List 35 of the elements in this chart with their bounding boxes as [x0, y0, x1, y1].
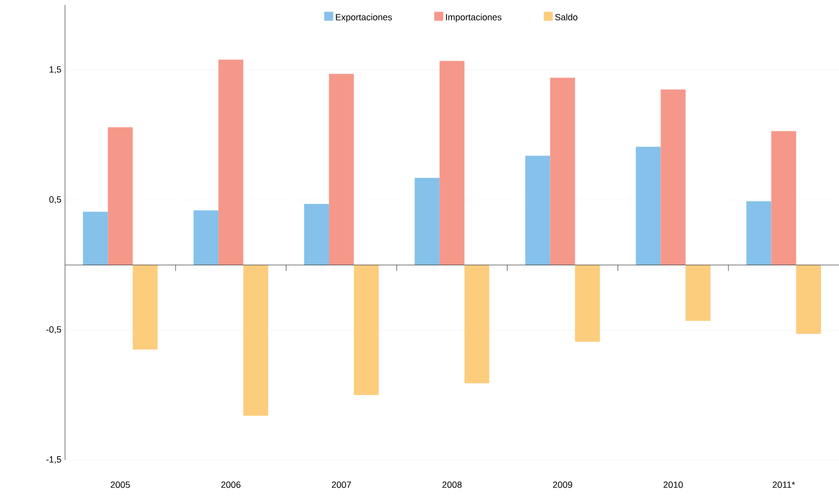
y-tick-label: 0,5: [49, 196, 62, 204]
x-tick-label: 2009: [553, 482, 572, 488]
bar: [550, 78, 576, 265]
bar: [218, 60, 244, 265]
bar: [354, 264, 379, 395]
x-tick-label: 2006: [221, 482, 240, 488]
x-tick-label: 2010: [664, 482, 683, 488]
x-tick-label: 2011*: [772, 482, 795, 488]
bar: [414, 178, 440, 265]
bar: [464, 264, 490, 384]
bar: [796, 264, 822, 334]
legend-label: Importaciones: [446, 14, 502, 22]
bar: [243, 264, 268, 416]
x-tick-label: 2007: [332, 482, 351, 488]
bar: [525, 156, 550, 265]
bar: [686, 264, 710, 321]
y-tick-label: -0,5: [46, 326, 62, 334]
x-tick-label: 2008: [442, 482, 462, 488]
x-tick-label: 2005: [110, 482, 130, 488]
legend-label: Exportaciones: [336, 14, 392, 22]
bar: [771, 131, 796, 265]
bar: [194, 210, 218, 265]
bar: [746, 201, 772, 265]
legend-label: Saldo: [555, 14, 578, 20]
bar: [108, 127, 133, 265]
bar: [328, 74, 354, 265]
bar: [636, 146, 661, 265]
bar: [82, 212, 108, 265]
y-tick-label: -1,5: [46, 456, 62, 464]
bar: [304, 204, 329, 265]
bar: [660, 90, 686, 265]
bar: [440, 60, 464, 265]
y-tick-label: 1,5: [50, 66, 62, 74]
bar: [132, 264, 158, 350]
bar: [575, 264, 600, 342]
